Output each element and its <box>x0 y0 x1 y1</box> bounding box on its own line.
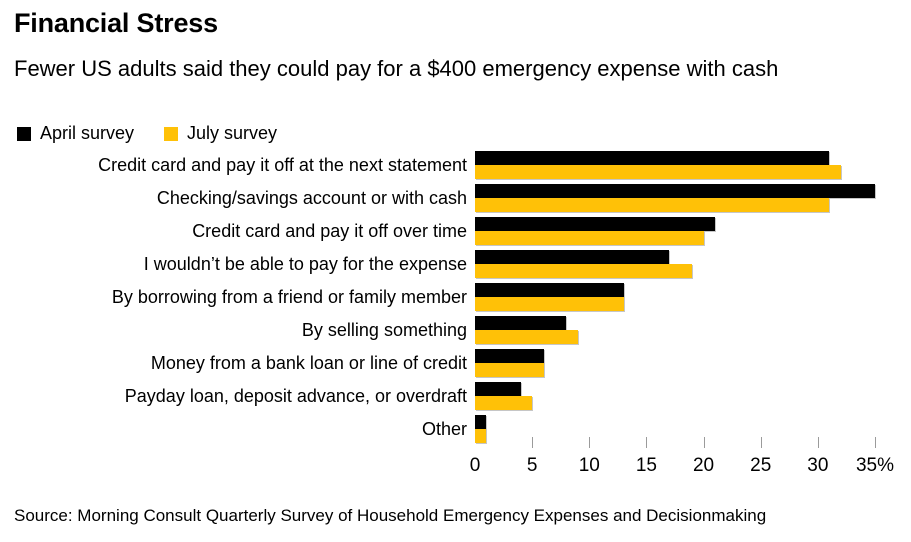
axis-tick <box>875 437 876 448</box>
bar-july <box>475 429 487 443</box>
x-axis-ticks <box>475 437 895 448</box>
page-title: Financial Stress <box>14 8 218 38</box>
bar-april <box>475 217 715 231</box>
bars-group <box>475 217 715 245</box>
legend-item-july: July survey <box>164 123 277 144</box>
axis-tick <box>760 437 762 448</box>
axis-tick-label: 5 <box>526 455 538 476</box>
bars-group <box>475 415 487 443</box>
axis-tick <box>646 437 648 448</box>
category-label: I wouldn’t be able to pay for the expens… <box>143 254 467 274</box>
axis-tick-label: 30 <box>807 455 829 476</box>
axis-tick <box>532 437 534 448</box>
bar-april <box>475 184 875 198</box>
axis-tick <box>703 437 705 448</box>
category-label: Checking/savings account or with cash <box>156 188 467 208</box>
bar-july <box>475 297 624 311</box>
bars-group <box>475 151 841 179</box>
chart-row: By borrowing from a friend or family mem… <box>0 283 911 311</box>
category-label: By selling something <box>301 320 467 340</box>
bar-july <box>475 165 841 179</box>
axis-tick-label: 0 <box>469 455 481 476</box>
axis-tick-label: 15 <box>635 455 657 476</box>
bars-group <box>475 250 693 278</box>
chart-row: Credit card and pay it off over time <box>0 217 911 245</box>
chart-legend: April survey July survey <box>17 123 277 144</box>
bar-april <box>475 382 521 396</box>
category-label: Other <box>421 419 467 439</box>
bars-group <box>475 184 875 212</box>
axis-tick-label: 20 <box>692 455 715 476</box>
bar-july <box>475 330 578 344</box>
chart-row: Money from a bank loan or line of credit <box>0 349 911 377</box>
bar-april <box>475 349 544 363</box>
bars-group <box>475 382 533 410</box>
bars-group <box>475 349 544 377</box>
chart-row: By selling something <box>0 316 911 344</box>
legend-item-april: April survey <box>17 123 134 144</box>
bar-april <box>475 283 624 297</box>
chart-row: Checking/savings account or with cash <box>0 184 911 212</box>
axis-tick-label: 35% <box>855 455 895 476</box>
axis-tick-label: 10 <box>578 455 600 476</box>
legend-label: April survey <box>40 123 135 143</box>
category-label: Money from a bank loan or line of credit <box>150 353 467 373</box>
category-label: Credit card and pay it off at the next s… <box>98 155 467 175</box>
chart-subtitle: Fewer US adults said they could pay for … <box>14 56 779 81</box>
bar-april <box>475 250 670 264</box>
chart-row: Credit card and pay it off at the next s… <box>0 151 911 179</box>
axis-tick <box>589 437 591 448</box>
x-axis-labels: 0 5 10 15 20 25 30 35% <box>470 455 905 479</box>
bars-group <box>475 316 578 344</box>
bar-july <box>475 231 704 245</box>
category-label: Payday loan, deposit advance, or overdra… <box>124 386 467 406</box>
bars-group <box>475 283 624 311</box>
category-label: By borrowing from a friend or family mem… <box>111 287 467 307</box>
legend-swatch <box>164 126 179 141</box>
legend-label: July survey <box>187 123 278 143</box>
legend-swatch <box>17 126 31 141</box>
bar-chart: Credit card and pay it off at the next s… <box>0 151 911 448</box>
bar-july <box>475 396 533 410</box>
category-label: Credit card and pay it off over time <box>192 221 467 241</box>
chart-row: Payday loan, deposit advance, or overdra… <box>0 382 911 410</box>
bar-july <box>475 198 830 212</box>
source-credit: Source: Morning Consult Quarterly Survey… <box>14 506 767 525</box>
axis-tick-label: 25 <box>750 455 772 476</box>
bar-july <box>475 363 544 377</box>
chart-row: Other <box>0 415 911 443</box>
bar-april <box>475 151 830 165</box>
chart-row: I wouldn’t be able to pay for the expens… <box>0 250 911 278</box>
bar-july <box>475 264 693 278</box>
bar-april <box>475 316 567 330</box>
bar-april <box>475 415 487 429</box>
axis-tick <box>817 437 819 448</box>
